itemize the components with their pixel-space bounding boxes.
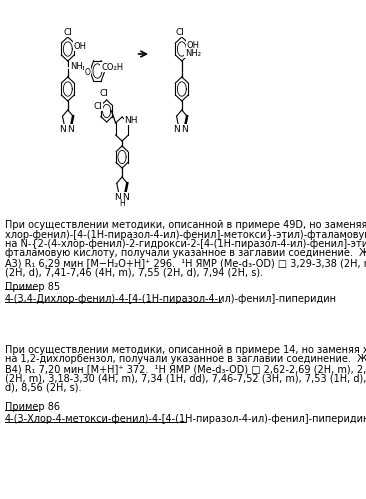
- Text: NH: NH: [124, 115, 138, 124]
- Text: Cl: Cl: [99, 88, 108, 97]
- Text: Пример 85: Пример 85: [5, 282, 60, 292]
- Text: на 1,2-дихлорбензол, получали указанное в заглавии соединение.  ЖХМС (PS-: на 1,2-дихлорбензол, получали указанное …: [5, 354, 366, 364]
- Text: N: N: [61, 126, 68, 135]
- Text: NH₂: NH₂: [185, 48, 201, 57]
- Text: OH: OH: [186, 40, 199, 49]
- Text: N: N: [68, 126, 74, 135]
- Text: При осуществлении методики, описанной в примере 14, но заменяя хлорбензол: При осуществлении методики, описанной в …: [5, 345, 366, 355]
- Text: фталамовую кислоту, получали указанное в заглавии соединение.  ЖХМС (PS-: фталамовую кислоту, получали указанное в…: [5, 249, 366, 258]
- Text: N: N: [122, 193, 128, 202]
- Text: на N-{2-(4-хлор-фенил)-2-гидрокси-2-[4-(1Н-пиразол-4-ил)-фенил]-этил}-: на N-{2-(4-хлор-фенил)-2-гидрокси-2-[4-(…: [5, 239, 366, 249]
- Text: N: N: [60, 124, 66, 134]
- Text: N: N: [67, 124, 74, 134]
- Text: При осуществлении методики, описанной в примере 49D, но заменяя N-(2-{(4-: При осуществлении методики, описанной в …: [5, 220, 366, 230]
- Text: (2H, d), 7,41-7,46 (4H, m), 7,55 (2H, d), 7,94 (2H, s).: (2H, d), 7,41-7,46 (4H, m), 7,55 (2H, d)…: [5, 267, 263, 277]
- Text: O: O: [85, 67, 90, 76]
- Text: (2H, m), 3,18-3,30 (4H, m), 7,34 (1H, dd), 7,46-7,52 (3H, m), 7,53 (1H, d), 7,72: (2H, m), 3,18-3,30 (4H, m), 7,34 (1H, dd…: [5, 373, 366, 384]
- Text: A3) R₁ 6,29 мин [M−H₂O+H]⁺ 296.  ¹H ЯМР (Me-d₃-OD) □ 3,29-3,38 (2H, m), 7,32: A3) R₁ 6,29 мин [M−H₂O+H]⁺ 296. ¹H ЯМР (…: [5, 258, 366, 268]
- Text: N: N: [182, 124, 188, 134]
- Text: 4-(3,4-Дихлор-фенил)-4-[4-(1Н-пиразол-4-ил)-фенил]-пиперидин: 4-(3,4-Дихлор-фенил)-4-[4-(1Н-пиразол-4-…: [5, 294, 337, 304]
- Text: OH: OH: [74, 41, 87, 50]
- Text: Пример 86: Пример 86: [5, 402, 60, 412]
- Text: N: N: [173, 124, 180, 134]
- Text: CO₂H: CO₂H: [101, 62, 123, 71]
- Text: B4) R₁ 7,20 мин [M+H]⁺ 372.  ¹H ЯМР (Me-d₃-OD) □ 2,62-2,69 (2H, m), 2,73-2,81: B4) R₁ 7,20 мин [M+H]⁺ 372. ¹H ЯМР (Me-d…: [5, 364, 366, 374]
- Text: Cl: Cl: [176, 27, 184, 36]
- Text: H: H: [119, 199, 125, 208]
- Text: 4-(3-Хлор-4-метокси-фенил)-4-[4-(1Н-пиразол-4-ил)-фенил]-пиперидин: 4-(3-Хлор-4-метокси-фенил)-4-[4-(1Н-пира…: [5, 415, 366, 425]
- Text: Cl: Cl: [63, 27, 72, 36]
- Text: NH: NH: [70, 61, 83, 70]
- Text: Cl: Cl: [94, 101, 102, 110]
- Text: N: N: [114, 193, 120, 202]
- Text: хлор-фенил)-[4-(1Н-пиразол-4-ил)-фенил]-метокси}-этил)-фталамовую кислоту: хлор-фенил)-[4-(1Н-пиразол-4-ил)-фенил]-…: [5, 230, 366, 240]
- Text: d), 8,56 (2H, s).: d), 8,56 (2H, s).: [5, 383, 81, 393]
